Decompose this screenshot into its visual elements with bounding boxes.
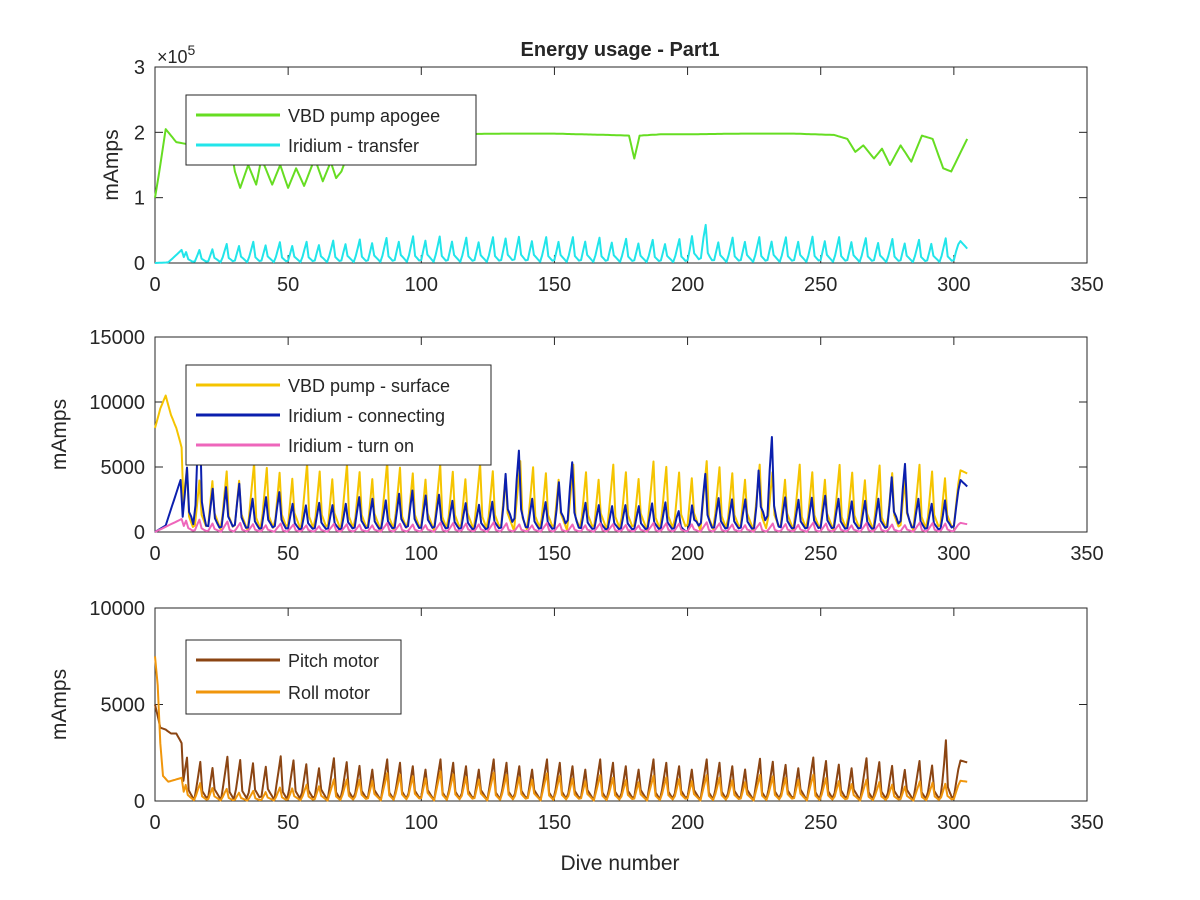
x-tick-label: 200	[671, 543, 704, 565]
x-tick-label: 150	[538, 812, 571, 834]
series-line-pitch-motor	[154, 704, 968, 802]
x-tick-label: 150	[538, 274, 571, 296]
x-tick-label: 350	[1070, 812, 1103, 834]
legend-label: Pitch motor	[288, 651, 379, 671]
y-tick-label: 10000	[89, 598, 145, 620]
legend-label: Roll motor	[288, 683, 370, 703]
x-tick-label: 100	[405, 812, 438, 834]
x-tick-label: 250	[804, 274, 837, 296]
y-tick-label: 5000	[101, 457, 146, 479]
y-axis-label: mAmps	[48, 399, 71, 470]
legend-label: Iridium - turn on	[288, 436, 414, 456]
legend-label: Iridium - connecting	[288, 406, 445, 426]
x-tick-label: 200	[671, 812, 704, 834]
y-axis-label: mAmps	[48, 669, 71, 740]
y-exponent-label: ×105	[157, 42, 196, 67]
x-tick-label: 150	[538, 543, 571, 565]
y-tick-label: 10000	[89, 392, 145, 414]
x-tick-label: 100	[405, 274, 438, 296]
series-line-iridium-turn-on	[154, 518, 968, 533]
series-line-vbd-pump-apogee	[154, 128, 969, 198]
series-line-roll-motor	[154, 656, 968, 802]
figure-title: Energy usage - Part1	[521, 39, 720, 61]
x-tick-label: 50	[277, 812, 299, 834]
y-tick-label: 5000	[101, 695, 146, 717]
subplot-3: 0 50 100 150 200 250 300 350 0 5000 10000 mAmps Pitc…	[48, 598, 1104, 834]
y-tick-label: 15000	[89, 327, 145, 349]
y-tick-label: 0	[134, 791, 145, 813]
x-tick-label: 300	[937, 543, 970, 565]
series-line-iridium-connecting	[154, 410, 968, 533]
y-tick-label: 0	[134, 253, 145, 275]
legend-label: VBD pump apogee	[288, 106, 440, 126]
x-tick-label: 50	[277, 543, 299, 565]
legend-label: Iridium - transfer	[288, 136, 419, 156]
y-tick-label: 1	[134, 188, 145, 210]
y-tick-label: 3	[134, 57, 145, 79]
subplot-1: 0 50 100 150 200 250 300 350 0 1 2 3 ×105 mAmps VBD pu…	[100, 42, 1104, 296]
x-tick-label: 300	[937, 274, 970, 296]
x-tick-label: 250	[804, 543, 837, 565]
x-tick-label: 100	[405, 543, 438, 565]
y-tick-label: 2	[134, 122, 145, 144]
x-tick-label: 0	[149, 812, 160, 834]
y-axis-label: mAmps	[100, 129, 123, 200]
x-tick-label: 350	[1070, 274, 1103, 296]
x-tick-label: 200	[671, 274, 704, 296]
x-tick-label: 0	[149, 274, 160, 296]
x-tick-label: 350	[1070, 543, 1103, 565]
x-tick-label: 50	[277, 274, 299, 296]
legend-label: VBD pump - surface	[288, 376, 450, 396]
subplot-2: 0 50 100 150 200 250 300 350 0 5000 10000 15000 mAmp…	[48, 327, 1104, 565]
legend-box	[185, 94, 477, 166]
legend-box	[185, 639, 402, 715]
series-line-iridium-transfer	[154, 223, 968, 264]
x-tick-label: 300	[937, 812, 970, 834]
x-axis-label: Dive number	[560, 852, 679, 875]
x-tick-label: 0	[149, 543, 160, 565]
x-tick-label: 250	[804, 812, 837, 834]
y-tick-label: 0	[134, 522, 145, 544]
